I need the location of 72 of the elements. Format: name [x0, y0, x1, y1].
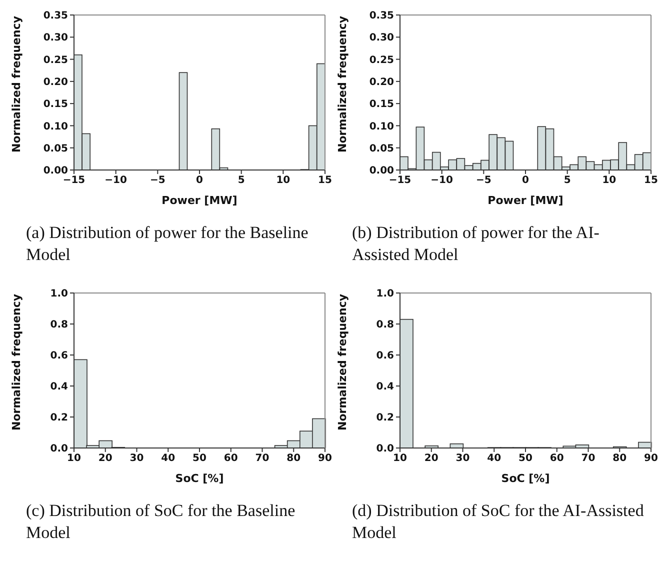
y-tick-label: 0.2: [50, 412, 68, 424]
x-tick-label: 10: [276, 175, 290, 186]
x-tick-label: −15: [62, 175, 86, 186]
text: (b) Distribution of power for the AI-Assisted Model: [352, 222, 600, 266]
x-tick-label: 30: [456, 453, 470, 464]
y-tick-label: 1.0: [376, 288, 394, 300]
y-tick-label: 0.4: [376, 382, 394, 393]
x-tick-label: 50: [518, 453, 532, 464]
y-axis-title: Normalized frequency: [336, 294, 349, 430]
x-tick-label: 10: [393, 453, 407, 464]
y-axis-title: Normalized frequency: [10, 294, 23, 430]
y-tick-label: 0.35: [369, 10, 394, 22]
x-tick-label: 5: [564, 175, 571, 186]
x-tick-label: 5: [238, 175, 245, 186]
y-tick-label: 0.8: [50, 320, 68, 331]
y-tick-label: 0.6: [376, 350, 394, 362]
y-tick-label: 0.10: [43, 121, 68, 132]
x-tick-label: 40: [487, 453, 502, 464]
text: (d) Distribution of SoC for the AI-Assisted Model: [352, 500, 645, 544]
x-tick-label: 10: [602, 175, 616, 186]
y-tick-label: 0.05: [369, 143, 394, 154]
x-axis-title: SoC [%]: [501, 472, 550, 485]
text: (c) Distribution of SoC for the Baseline Model: [26, 500, 296, 544]
y-tick-label: 0.0: [50, 444, 68, 455]
x-tick-label: 30: [130, 453, 144, 464]
x-tick-label: 60: [224, 453, 238, 464]
y-tick-label: 0.00: [369, 166, 394, 177]
x-tick-label: 10: [67, 453, 81, 464]
x-tick-label: −10: [430, 175, 454, 186]
y-tick-label: 0.20: [43, 76, 68, 88]
x-tick-label: 0: [522, 175, 530, 186]
x-axis-title: Power [MW]: [162, 194, 238, 207]
x-tick-label: 15: [318, 175, 332, 186]
x-tick-label: 20: [424, 453, 438, 464]
x-tick-label: −5: [150, 175, 166, 186]
x-tick-label: 20: [98, 453, 112, 464]
y-axis-title: Normalized frequency: [336, 16, 349, 152]
x-tick-label: 90: [644, 453, 658, 464]
x-tick-label: 60: [550, 453, 564, 464]
y-tick-label: 0.15: [43, 99, 68, 110]
x-axis-title: SoC [%]: [175, 472, 224, 485]
x-tick-label: 15: [644, 175, 658, 186]
y-tick-label: 0.30: [369, 32, 394, 44]
x-tick-label: 80: [286, 453, 301, 464]
x-tick-label: 40: [161, 453, 176, 464]
x-tick-label: 80: [612, 453, 627, 464]
y-tick-label: 0.0: [376, 444, 394, 455]
x-tick-label: 0: [196, 175, 204, 186]
y-tick-label: 0.25: [369, 54, 394, 66]
y-tick-label: 0.6: [50, 350, 68, 362]
x-tick-label: 70: [255, 453, 270, 464]
x-axis-title: Power [MW]: [488, 194, 564, 207]
y-axis-title: Normalized frequency: [10, 16, 23, 152]
y-tick-label: 0.05: [43, 143, 68, 154]
x-tick-label: 90: [318, 453, 332, 464]
y-tick-label: 0.30: [43, 32, 68, 44]
x-tick-label: 70: [581, 453, 596, 464]
y-tick-label: 0.20: [369, 76, 394, 88]
x-tick-label: −5: [476, 175, 492, 186]
text: (a) Distribution of power for the Baseline Model: [26, 222, 310, 266]
y-tick-label: 0.10: [369, 121, 394, 132]
y-tick-label: 0.4: [50, 382, 68, 393]
x-tick-label: −10: [104, 175, 128, 186]
y-tick-label: 1.0: [50, 288, 68, 300]
y-tick-label: 0.15: [369, 99, 394, 110]
y-tick-label: 0.00: [43, 166, 68, 177]
x-tick-label: −15: [388, 175, 412, 186]
y-tick-label: 0.35: [43, 10, 68, 22]
y-tick-label: 0.25: [43, 54, 68, 66]
x-tick-label: 50: [192, 453, 206, 464]
y-tick-label: 0.2: [376, 412, 394, 424]
y-tick-label: 0.8: [376, 320, 394, 331]
